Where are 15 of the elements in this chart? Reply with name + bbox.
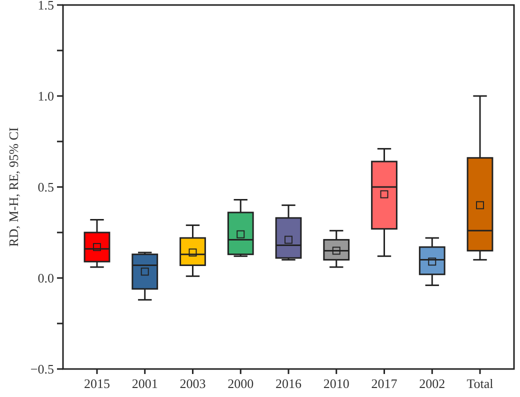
y-tick-label: 1.0 — [38, 88, 54, 104]
x-tick-label: 2003 — [180, 376, 206, 391]
y-tick-label: 0.0 — [38, 270, 54, 286]
y-tick-label: 1.5 — [38, 0, 54, 13]
x-tick-label: 2001 — [132, 376, 158, 391]
y-tick-label: 0.5 — [38, 180, 54, 195]
x-tick-label: 2010 — [323, 376, 350, 391]
x-tick-label: 2002 — [419, 376, 446, 391]
x-tick-label: 2015 — [84, 376, 110, 391]
x-tick-label: 2016 — [276, 376, 302, 391]
x-tick-label: 2000 — [228, 376, 254, 391]
x-tick-label: Total — [466, 376, 494, 391]
x-tick-label: 2017 — [371, 376, 398, 391]
y-tick-label: −0.5 — [30, 362, 54, 377]
y-axis-title: RD, M-H, RE, 95% CI — [6, 127, 21, 247]
